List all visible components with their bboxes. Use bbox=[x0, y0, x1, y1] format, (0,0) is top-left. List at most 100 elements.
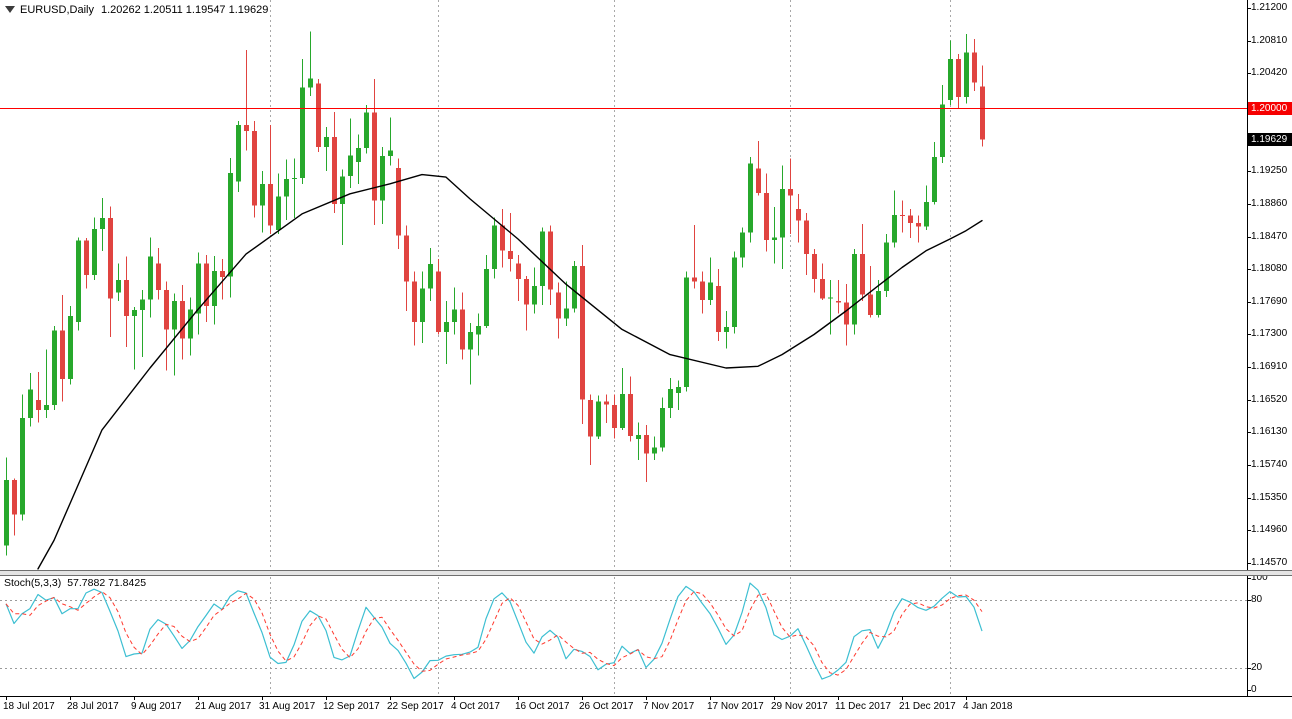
date-label: 12 Sep 2017 bbox=[323, 701, 380, 712]
candle-body bbox=[60, 330, 65, 379]
candle-body bbox=[284, 178, 289, 197]
candle-body bbox=[628, 393, 633, 436]
date-label: 21 Dec 2017 bbox=[899, 701, 956, 712]
candle-body bbox=[828, 297, 833, 299]
candle-body bbox=[84, 240, 89, 275]
candle-body bbox=[868, 294, 873, 316]
date-tick bbox=[6, 696, 7, 700]
chart-symbol-label: EURUSD,Daily 1.20262 1.20511 1.19547 1.19… bbox=[20, 4, 268, 16]
candle-body bbox=[844, 302, 849, 325]
price-axis-label: 1.14570 bbox=[1251, 557, 1288, 568]
date-label: 31 Aug 2017 bbox=[259, 701, 316, 712]
price-axis-label: 1.17690 bbox=[1251, 296, 1288, 307]
candle-body bbox=[588, 399, 593, 437]
candle-body bbox=[516, 263, 521, 280]
candle-body bbox=[732, 257, 737, 327]
candle-body bbox=[68, 316, 73, 379]
date-tick bbox=[774, 696, 775, 700]
candle-body bbox=[972, 52, 977, 83]
candle-body bbox=[316, 83, 321, 147]
candle-body bbox=[220, 270, 225, 277]
candle-body bbox=[484, 269, 489, 327]
pane-splitter[interactable] bbox=[0, 570, 1292, 576]
candle-body bbox=[812, 254, 817, 280]
price-axis-tick bbox=[1247, 8, 1251, 9]
candle-body bbox=[924, 202, 929, 227]
candle-body bbox=[708, 282, 713, 301]
candle-body bbox=[980, 86, 985, 140]
indicator-label: Stoch(5,3,3) 57.7882 71.8425 bbox=[4, 577, 146, 589]
candle-body bbox=[412, 281, 417, 322]
candle-body bbox=[476, 326, 481, 335]
date-label: 17 Nov 2017 bbox=[707, 701, 764, 712]
price-axis-label: 1.16130 bbox=[1251, 426, 1288, 437]
candle-body bbox=[124, 280, 129, 317]
date-tick bbox=[710, 696, 711, 700]
candle-body bbox=[668, 388, 673, 409]
price-axis-label: 1.17300 bbox=[1251, 328, 1288, 339]
candle-body bbox=[764, 193, 769, 240]
price-axis-tick bbox=[1247, 400, 1251, 401]
price-axis-tick bbox=[1247, 73, 1251, 74]
candle-body bbox=[788, 188, 793, 196]
date-tick bbox=[454, 696, 455, 700]
candle-body bbox=[956, 59, 961, 97]
candle-body bbox=[580, 265, 585, 400]
date-label: 18 Jul 2017 bbox=[3, 701, 55, 712]
candle-body bbox=[276, 196, 281, 230]
date-tick bbox=[646, 696, 647, 700]
price-axis-label: 1.14960 bbox=[1251, 524, 1288, 535]
candle-body bbox=[748, 163, 753, 233]
candle-body bbox=[396, 167, 401, 236]
date-tick bbox=[134, 696, 135, 700]
candle-body bbox=[20, 418, 25, 515]
stoch-axis-tick bbox=[1247, 690, 1251, 691]
date-tick bbox=[966, 696, 967, 700]
date-label: 7 Nov 2017 bbox=[643, 701, 695, 712]
candle-body bbox=[700, 281, 705, 301]
stoch-k-line bbox=[5, 582, 983, 680]
candle-body bbox=[716, 285, 721, 332]
candle-body bbox=[236, 125, 241, 182]
one-click-trading-toggle-icon[interactable] bbox=[5, 6, 15, 13]
stoch-axis-label: 20 bbox=[1251, 662, 1263, 673]
candle-body bbox=[212, 270, 217, 307]
candle-body bbox=[940, 104, 945, 157]
candle-body bbox=[252, 131, 257, 206]
candle-body bbox=[556, 292, 561, 319]
candle-body bbox=[604, 401, 609, 405]
ohlc-quote: 1.20262 1.20511 1.19547 1.19629 bbox=[100, 4, 269, 16]
price-axis-tick bbox=[1247, 432, 1251, 433]
candle-body bbox=[428, 264, 433, 289]
candle-body bbox=[820, 279, 825, 299]
date-tick bbox=[582, 696, 583, 700]
candle-body bbox=[500, 225, 505, 251]
candle-body bbox=[804, 220, 809, 255]
candle-body bbox=[620, 393, 625, 429]
date-label: 26 Oct 2017 bbox=[579, 701, 634, 712]
candle-body bbox=[908, 215, 913, 224]
date-tick bbox=[902, 696, 903, 700]
date-tick bbox=[198, 696, 199, 700]
candle-body bbox=[564, 308, 569, 319]
date-label: 11 Dec 2017 bbox=[835, 701, 891, 712]
candle-body bbox=[524, 279, 529, 305]
date-tick bbox=[70, 696, 71, 700]
price-axis-label: 1.21200 bbox=[1251, 2, 1288, 13]
price-axis-label: 1.20420 bbox=[1251, 67, 1288, 78]
price-axis-label: 1.18860 bbox=[1251, 198, 1288, 209]
candle-body bbox=[244, 125, 249, 132]
price-axis-label: 1.16520 bbox=[1251, 394, 1288, 405]
price-axis-label: 1.18470 bbox=[1251, 231, 1288, 242]
candle-body bbox=[340, 176, 345, 204]
candle-body bbox=[52, 330, 57, 405]
candle-body bbox=[292, 177, 297, 179]
price-axis-label: 1.15740 bbox=[1251, 459, 1288, 470]
candle-body bbox=[164, 290, 169, 330]
date-label: 21 Aug 2017 bbox=[195, 701, 252, 712]
candle-body bbox=[772, 237, 777, 240]
candle-body bbox=[180, 301, 185, 339]
price-axis-tick bbox=[1247, 269, 1251, 270]
